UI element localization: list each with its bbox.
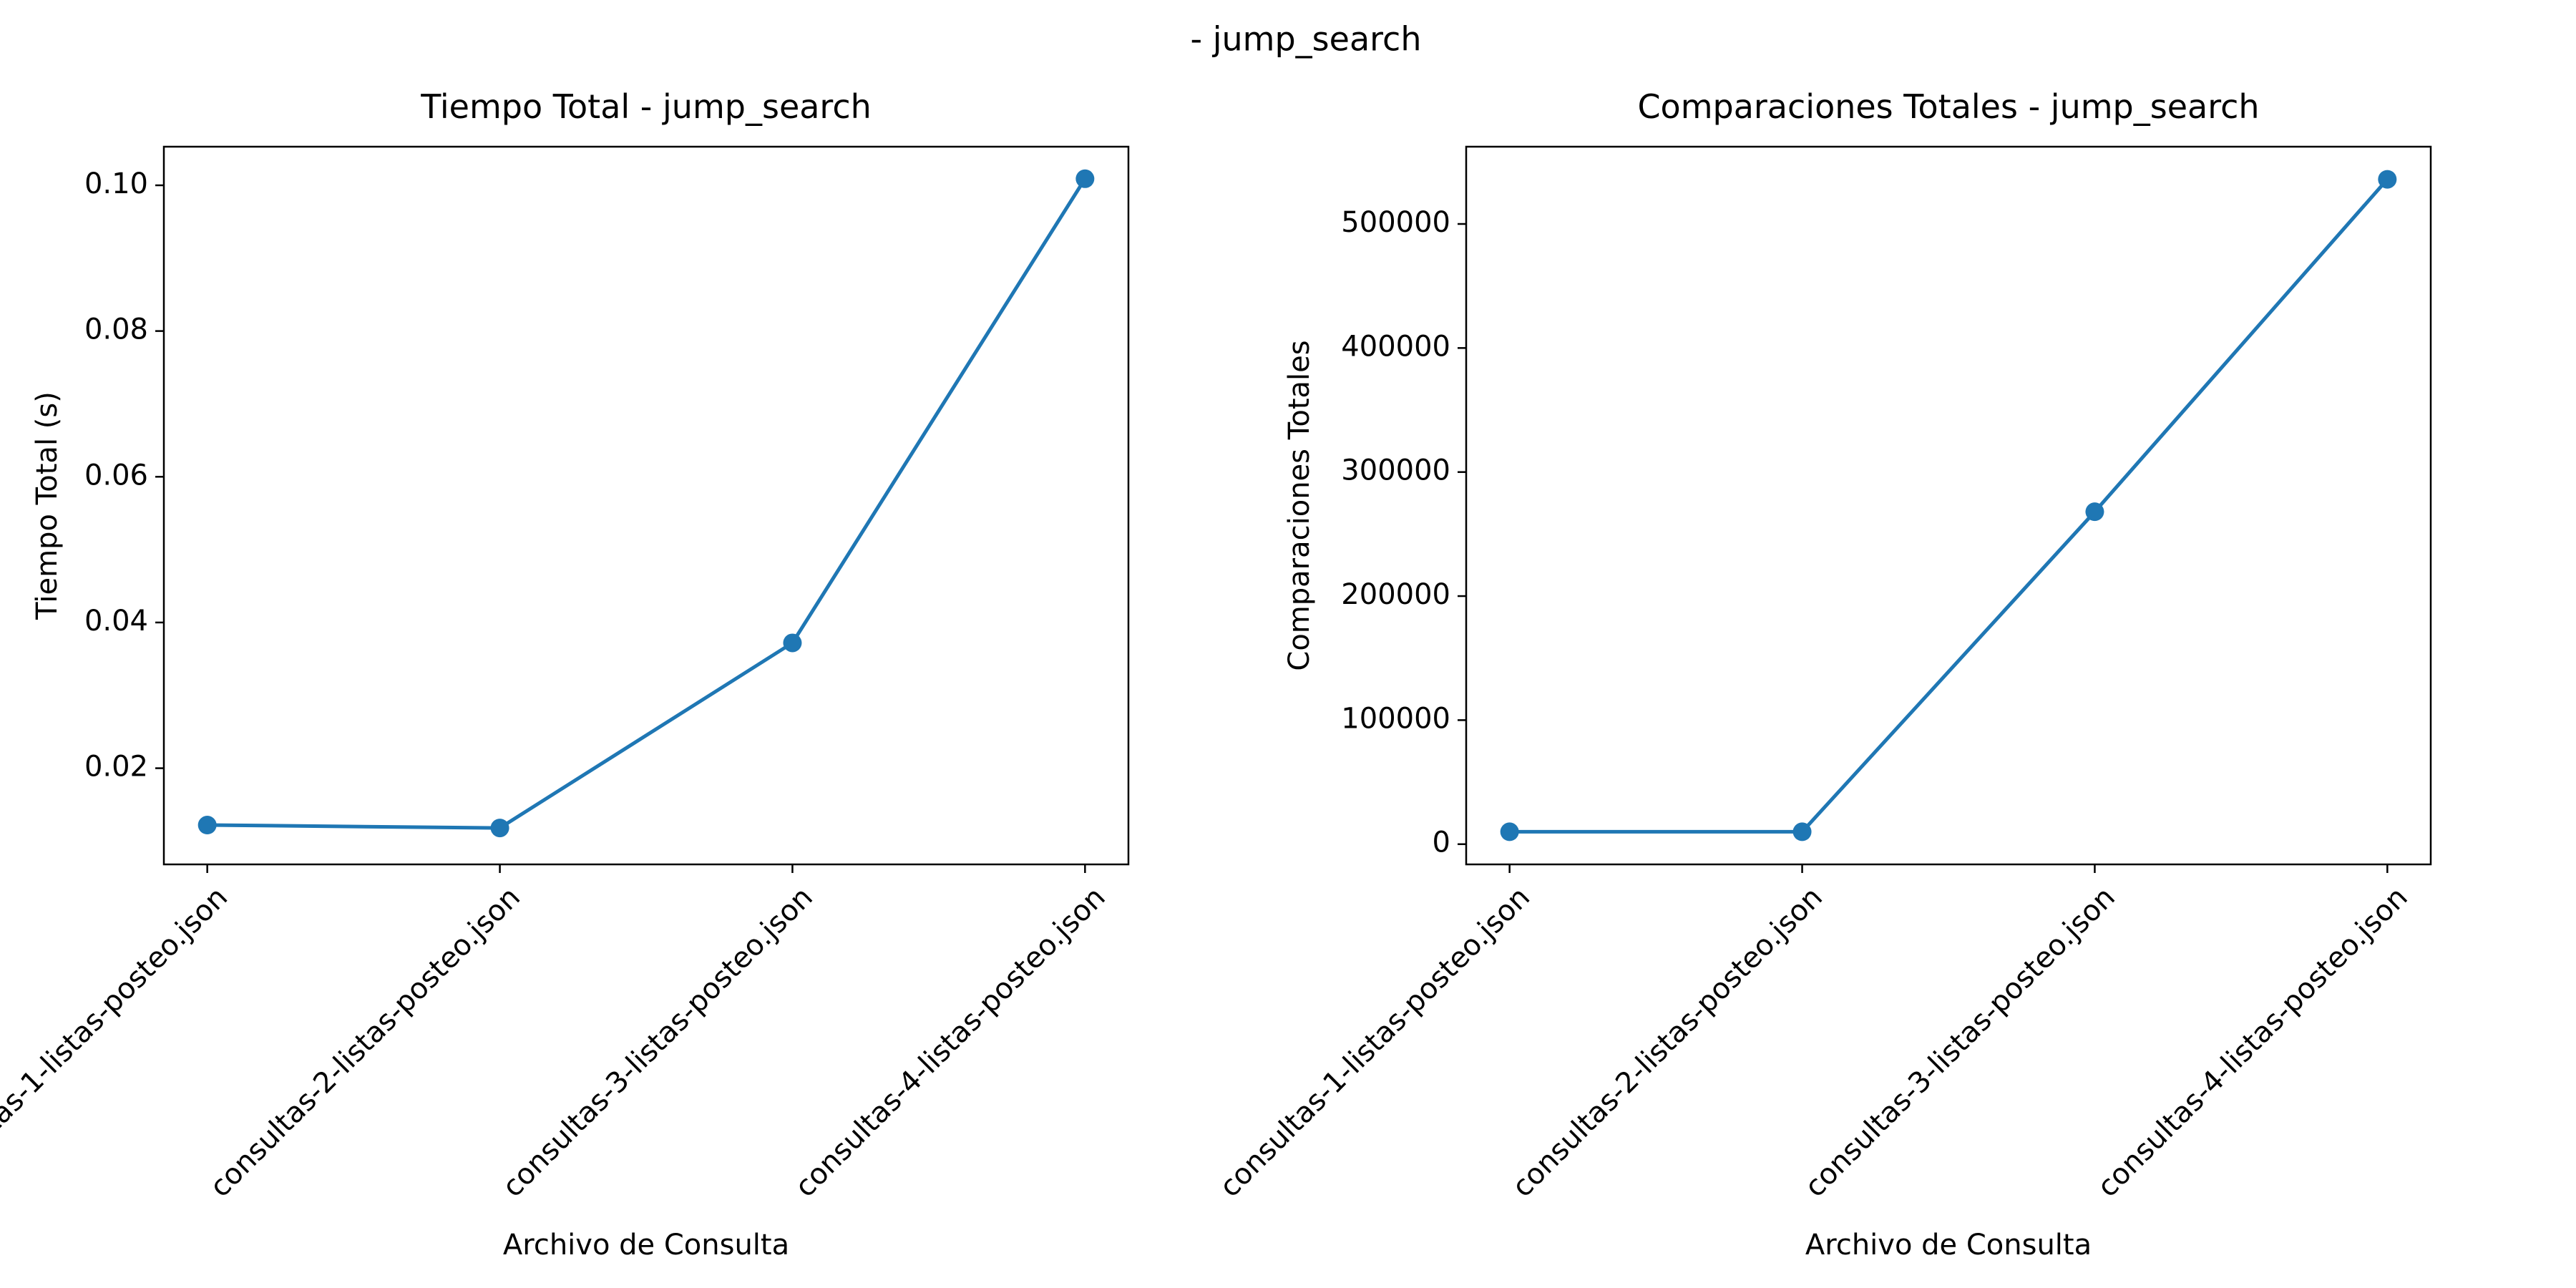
- series-line: [207, 177, 1087, 830]
- axes-frame: [1465, 145, 2432, 866]
- chart-title: Comparaciones Totales - jump_search: [1637, 87, 2259, 126]
- y-tick-label: 0.04: [84, 605, 148, 638]
- y-tick-label: 0: [1433, 826, 1450, 859]
- y-tick-label: 0.06: [84, 459, 148, 492]
- y-axis-label: Comparaciones Totales: [1283, 340, 1316, 670]
- data-point: [197, 816, 217, 835]
- data-point: [1792, 822, 1812, 841]
- y-tick-label: 500000: [1341, 206, 1450, 239]
- y-tick-label: 100000: [1341, 702, 1450, 735]
- figure-suptitle: - jump_search: [1191, 20, 1422, 59]
- x-axis-label: Archivo de Consulta: [503, 1229, 789, 1262]
- y-tick-label: 0.02: [84, 751, 148, 784]
- axes-frame: [162, 145, 1130, 866]
- y-axis-label: Tiempo Total (s): [31, 391, 64, 620]
- series-line: [1509, 177, 2389, 834]
- y-tick-label: 200000: [1341, 578, 1450, 611]
- y-tick-label: 0.08: [84, 313, 148, 346]
- data-point: [2085, 502, 2104, 522]
- x-axis-label: Archivo de Consulta: [1805, 1229, 2092, 1262]
- y-tick-label: 0.10: [84, 167, 148, 200]
- y-tick-label: 400000: [1341, 330, 1450, 363]
- data-point: [1075, 169, 1095, 188]
- data-point: [1500, 822, 1519, 841]
- y-tick-label: 300000: [1341, 454, 1450, 487]
- data-point: [2378, 170, 2397, 189]
- chart-title: Tiempo Total - jump_search: [420, 87, 872, 126]
- data-point: [783, 633, 802, 653]
- data-point: [490, 819, 509, 838]
